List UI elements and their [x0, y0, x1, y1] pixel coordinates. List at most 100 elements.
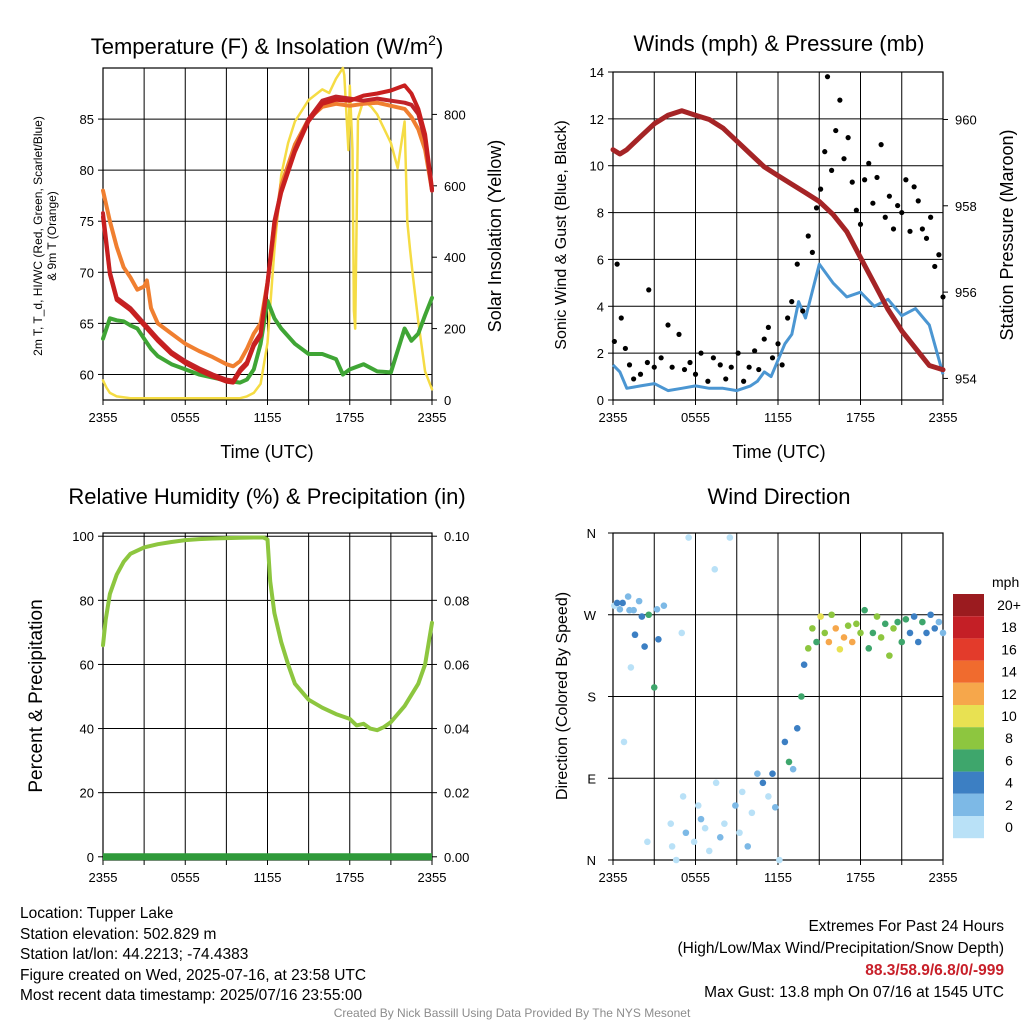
direction-point [861, 606, 868, 614]
gust-point [735, 350, 741, 356]
y-tick-label: 60 [80, 657, 94, 672]
y2-tick-label: 600 [444, 179, 466, 194]
credit-text: Created By Nick Bassill Using Data Provi… [333, 1006, 691, 1020]
gust-point [936, 252, 942, 258]
direction-point [655, 635, 662, 643]
elevation-text: Station elevation: 502.829 m [20, 925, 217, 943]
x-tick-label: 2355 [418, 410, 447, 425]
y-tick-label: N [587, 853, 596, 868]
gust-point [907, 228, 913, 234]
gust-point [845, 135, 851, 141]
y-tick-label: 4 [597, 299, 604, 314]
gust-point [637, 371, 644, 377]
legend-label: 14 [1001, 664, 1017, 680]
y-tick-label: 80 [80, 593, 94, 608]
series-line [101, 100, 434, 369]
direction-point [914, 638, 922, 646]
temp-xlabel: Time (UTC) [220, 442, 313, 462]
x-tick-label: 1155 [254, 870, 282, 885]
direction-point [886, 652, 893, 659]
gust-point [870, 200, 876, 206]
direction-point [635, 597, 643, 605]
gust-point [622, 345, 628, 352]
direction-point [828, 611, 835, 619]
series-line [101, 535, 434, 733]
direction-point [650, 684, 658, 691]
y-tick-label: 6 [597, 252, 604, 267]
gust-point [710, 355, 716, 361]
y-tick-label: 60 [80, 367, 94, 382]
legend-swatch [953, 793, 984, 816]
gust-point [692, 371, 699, 377]
gust-point [658, 355, 664, 361]
direction-point [793, 724, 801, 732]
direction-point [726, 534, 734, 541]
y-tick-label: 8 [597, 206, 604, 221]
extremes-info: Extremes For Past 24 Hours (High/Low/Max… [678, 916, 1005, 1004]
direction-point [712, 779, 720, 787]
gust-point [618, 315, 624, 321]
legend-swatch [953, 749, 984, 772]
series-line [101, 295, 434, 385]
gust-point [837, 97, 843, 103]
recent-data-text: Most recent data timestamp: 2025/07/16 2… [20, 987, 363, 1004]
extremes-values: 88.3/58.9/6.8/0/-999 [865, 962, 1004, 979]
gust-point [705, 378, 711, 384]
direction-point [800, 661, 808, 669]
gust-point [886, 193, 892, 199]
gust-point [681, 366, 688, 373]
y2-tick-label: 960 [955, 112, 977, 127]
y-tick-label: 10 [590, 159, 604, 174]
legend-swatch [953, 771, 984, 794]
x-tick-label: 1755 [335, 410, 364, 425]
temp-title: Temperature (F) & Insolation (W/m2) [91, 32, 444, 59]
x-tick-label: 2355 [418, 870, 447, 885]
winds-ylabel-left: Sonic Wind & Gust (Blue, Black) [553, 120, 570, 349]
x-tick-label: 1755 [335, 870, 364, 885]
winds-ylabel-right: Station Pressure (Maroon) [997, 129, 1017, 340]
legend-swatch [953, 727, 984, 750]
location-text: Location: Tupper Lake [20, 905, 174, 922]
y-tick-label: N [587, 526, 596, 541]
created-text: Figure created on Wed, 2025-07-16, at 23… [20, 966, 367, 984]
direction-point [939, 629, 947, 637]
winds-title: Winds (mph) & Pressure (mb) [634, 31, 925, 56]
legend-label: 18 [1001, 619, 1017, 635]
direction-point [877, 634, 885, 641]
y-tick-label: S [587, 690, 596, 705]
direction-point [721, 820, 728, 827]
y-tick-label: 75 [80, 214, 94, 229]
gust-point [676, 331, 682, 337]
direction-point [690, 838, 698, 846]
gust-point [853, 207, 859, 213]
direction-point [660, 602, 668, 609]
direction-point [653, 606, 661, 613]
legend-swatch [953, 816, 984, 839]
legend-swatch [953, 616, 984, 639]
direction-point [902, 615, 910, 623]
direction-point [789, 765, 797, 773]
direction-point [682, 829, 690, 837]
y-tick-label: E [587, 771, 596, 786]
direction-point [765, 793, 772, 800]
gust-point [849, 179, 855, 185]
gust-point [903, 177, 909, 183]
y-tick-label: 80 [80, 163, 94, 178]
gust-point [882, 214, 888, 220]
direction-point [821, 629, 829, 637]
direction-point [857, 629, 864, 637]
temp-ylabel-line1: 2m T, T_d, HI/WC (Red, Green, Scarlet/Bl… [31, 116, 45, 356]
direction-point [716, 833, 724, 841]
gust-point [824, 74, 831, 80]
extremes-subtitle: (High/Low/Max Wind/Precipitation/Snow De… [677, 940, 1005, 957]
gust-point [775, 341, 781, 347]
y-tick-label: 70 [80, 265, 94, 280]
direction-point [613, 599, 621, 607]
gust-point [631, 376, 637, 382]
humidity-chart: 2355 0555 1155 1755 2355 0 20 40 60 80 100 0.00 0.02… [72, 529, 469, 885]
gust-point [919, 226, 925, 232]
direction-point [701, 824, 709, 832]
legend-swatch [953, 705, 984, 728]
x-tick-label: 2355 [599, 870, 628, 885]
